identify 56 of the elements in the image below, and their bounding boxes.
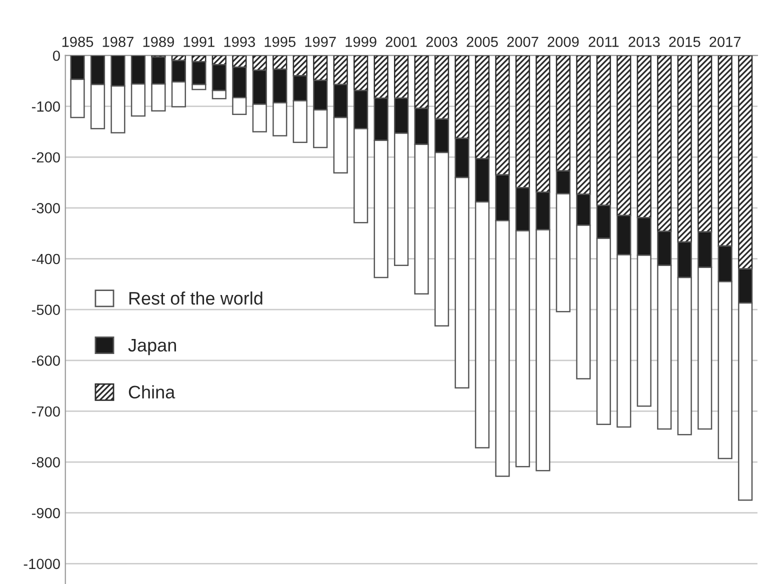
y-tick-label: -800 [32, 457, 60, 468]
bar [576, 55, 591, 195]
y-tick-label: -100 [32, 101, 60, 112]
legend-label: China [128, 385, 176, 398]
x-tick-label: 1997 [305, 36, 336, 48]
bar [556, 55, 570, 172]
y-tick-label: -500 [32, 304, 60, 316]
bar [536, 55, 550, 193]
bar [292, 55, 308, 76]
bar [374, 55, 388, 99]
bar [596, 55, 611, 206]
bar [354, 55, 368, 92]
bar [454, 55, 470, 139]
legend-label: Japan [128, 339, 176, 356]
x-tick-label: 2017 [710, 36, 741, 48]
bar [616, 55, 632, 216]
bar [252, 55, 267, 71]
x-tick-label: 2003 [426, 36, 458, 48]
bar [414, 55, 429, 109]
bar [718, 55, 732, 247]
y-tick-label: 0 [52, 50, 60, 61]
x-tick-label: 2013 [628, 36, 660, 48]
bar [333, 55, 348, 86]
bar [272, 55, 288, 70]
bar [495, 55, 510, 176]
bar [657, 55, 672, 232]
y-tick-label: -400 [32, 254, 60, 264]
x-tick-label: 1987 [102, 36, 134, 48]
legend-label: Rest of the world [129, 291, 262, 305]
x-tick-label: 1999 [346, 36, 376, 48]
x-tick-label: 1989 [143, 36, 174, 48]
x-tick-label: 2001 [386, 36, 417, 48]
y-tick-label: -700 [32, 406, 60, 417]
x-tick-label: 1995 [264, 36, 296, 48]
bar [313, 55, 328, 82]
x-tick-label: 2007 [507, 36, 538, 48]
bar [434, 55, 450, 120]
bar [515, 55, 530, 188]
x-tick-label: 1993 [224, 36, 255, 48]
x-tick-label: 1985 [62, 36, 94, 48]
y-tick-label: -200 [32, 152, 60, 163]
y-tick-label: -900 [32, 508, 60, 518]
x-tick-label: 2009 [548, 36, 579, 48]
bar [698, 55, 712, 232]
bar [677, 55, 692, 243]
y-tick-label: -300 [32, 203, 60, 214]
x-tick-label: 1991 [184, 36, 214, 48]
x-tick-label: 2011 [588, 36, 619, 48]
bar [474, 55, 490, 160]
x-tick-label: 2015 [669, 36, 700, 48]
bar [394, 55, 409, 99]
x-tick-label: 2005 [466, 36, 498, 48]
y-tick-label: -1000 [24, 558, 60, 570]
bar [636, 55, 652, 218]
y-tick-label: -600 [32, 355, 60, 366]
bar [738, 55, 753, 270]
